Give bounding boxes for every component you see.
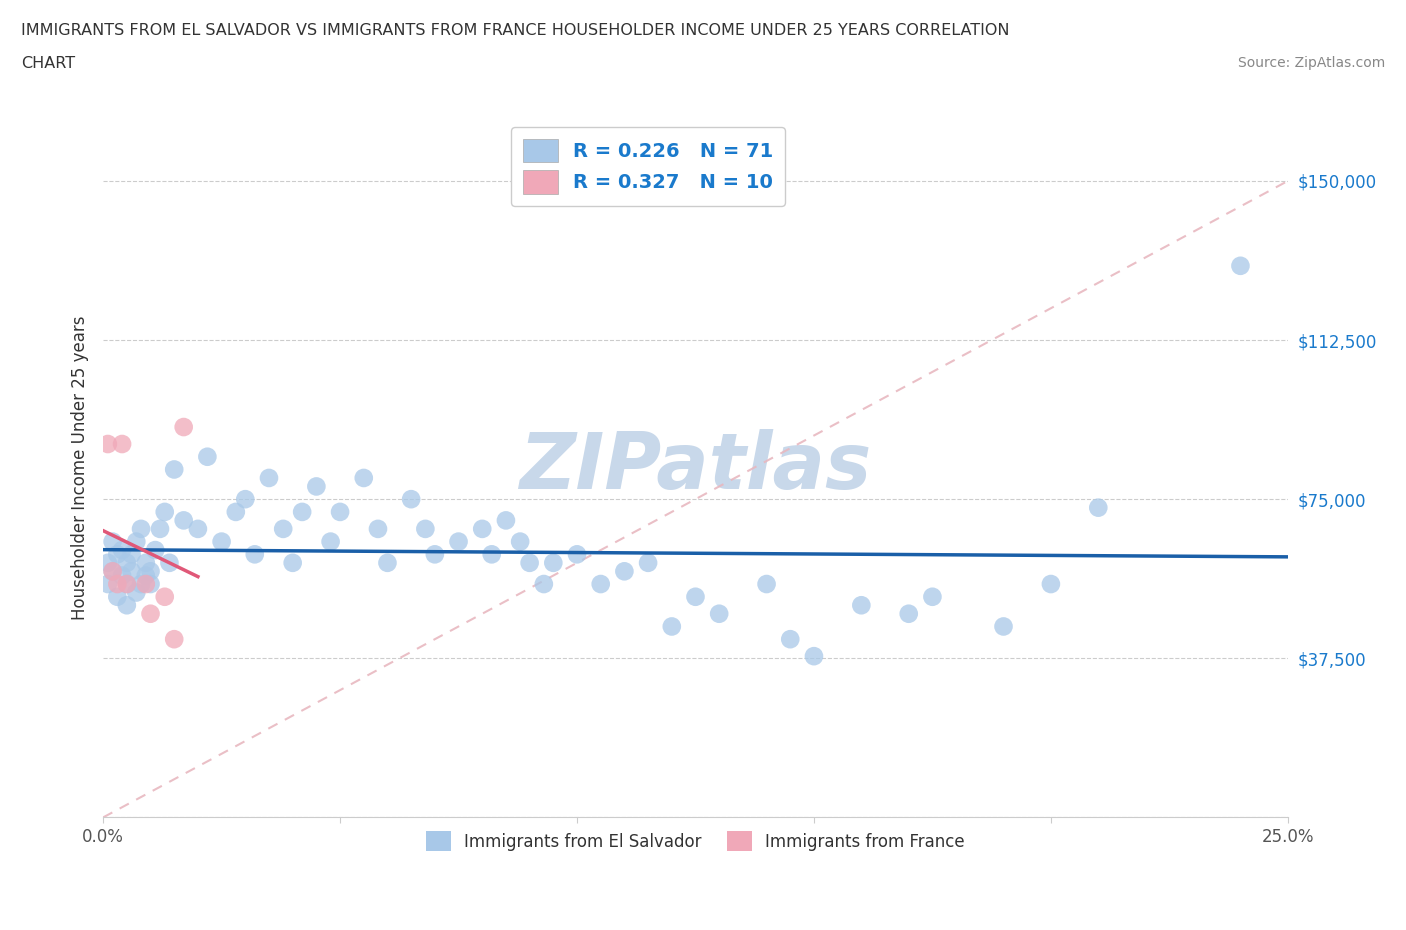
Text: IMMIGRANTS FROM EL SALVADOR VS IMMIGRANTS FROM FRANCE HOUSEHOLDER INCOME UNDER 2: IMMIGRANTS FROM EL SALVADOR VS IMMIGRANT… — [21, 23, 1010, 38]
Point — [101, 564, 124, 578]
Point — [709, 606, 731, 621]
Point — [105, 590, 128, 604]
Point — [921, 590, 943, 604]
Point — [225, 504, 247, 519]
Point — [257, 471, 280, 485]
Point — [495, 513, 517, 528]
Point — [121, 547, 143, 562]
Point — [211, 534, 233, 549]
Legend: Immigrants from El Salvador, Immigrants from France: Immigrants from El Salvador, Immigrants … — [419, 824, 972, 858]
Point — [115, 598, 138, 613]
Point — [415, 522, 437, 537]
Point — [399, 492, 422, 507]
Point — [543, 555, 565, 570]
Point — [329, 504, 352, 519]
Point — [423, 547, 446, 562]
Point — [481, 547, 503, 562]
Point — [105, 547, 128, 562]
Point — [305, 479, 328, 494]
Point — [271, 522, 294, 537]
Point — [129, 577, 152, 591]
Point — [233, 492, 256, 507]
Point — [125, 585, 148, 600]
Point — [319, 534, 342, 549]
Point — [685, 590, 707, 604]
Point — [139, 606, 162, 621]
Point — [135, 577, 157, 591]
Point — [111, 542, 134, 557]
Point — [135, 555, 157, 570]
Point — [353, 471, 375, 485]
Point — [149, 522, 172, 537]
Point — [173, 419, 195, 434]
Point — [101, 534, 124, 549]
Point — [993, 619, 1015, 634]
Point — [129, 522, 152, 537]
Point — [139, 564, 162, 578]
Point — [755, 577, 778, 591]
Point — [153, 504, 176, 519]
Point — [281, 555, 304, 570]
Text: ZIPatlas: ZIPatlas — [519, 430, 872, 505]
Point — [111, 436, 134, 451]
Point — [97, 436, 120, 451]
Point — [1229, 259, 1251, 273]
Point — [195, 449, 218, 464]
Point — [613, 564, 636, 578]
Point — [637, 555, 659, 570]
Point — [367, 522, 389, 537]
Point — [115, 577, 138, 591]
Point — [115, 555, 138, 570]
Point — [533, 577, 555, 591]
Point — [163, 631, 186, 646]
Point — [173, 513, 195, 528]
Point — [163, 462, 186, 477]
Point — [101, 564, 124, 578]
Point — [851, 598, 873, 613]
Point — [565, 547, 588, 562]
Point — [105, 577, 128, 591]
Point — [153, 590, 176, 604]
Y-axis label: Householder Income Under 25 years: Householder Income Under 25 years — [72, 315, 89, 619]
Point — [509, 534, 531, 549]
Point — [115, 577, 138, 591]
Point — [143, 542, 166, 557]
Point — [897, 606, 920, 621]
Point — [97, 577, 120, 591]
Point — [187, 522, 209, 537]
Point — [661, 619, 683, 634]
Point — [447, 534, 470, 549]
Point — [111, 568, 134, 583]
Point — [291, 504, 314, 519]
Point — [135, 568, 157, 583]
Point — [1039, 577, 1062, 591]
Point — [377, 555, 399, 570]
Point — [121, 564, 143, 578]
Point — [519, 555, 541, 570]
Point — [97, 555, 120, 570]
Point — [159, 555, 181, 570]
Point — [1087, 500, 1109, 515]
Point — [139, 577, 162, 591]
Point — [125, 534, 148, 549]
Point — [243, 547, 266, 562]
Point — [589, 577, 612, 591]
Text: Source: ZipAtlas.com: Source: ZipAtlas.com — [1237, 56, 1385, 70]
Text: CHART: CHART — [21, 56, 75, 71]
Point — [803, 649, 825, 664]
Point — [779, 631, 801, 646]
Point — [471, 522, 494, 537]
